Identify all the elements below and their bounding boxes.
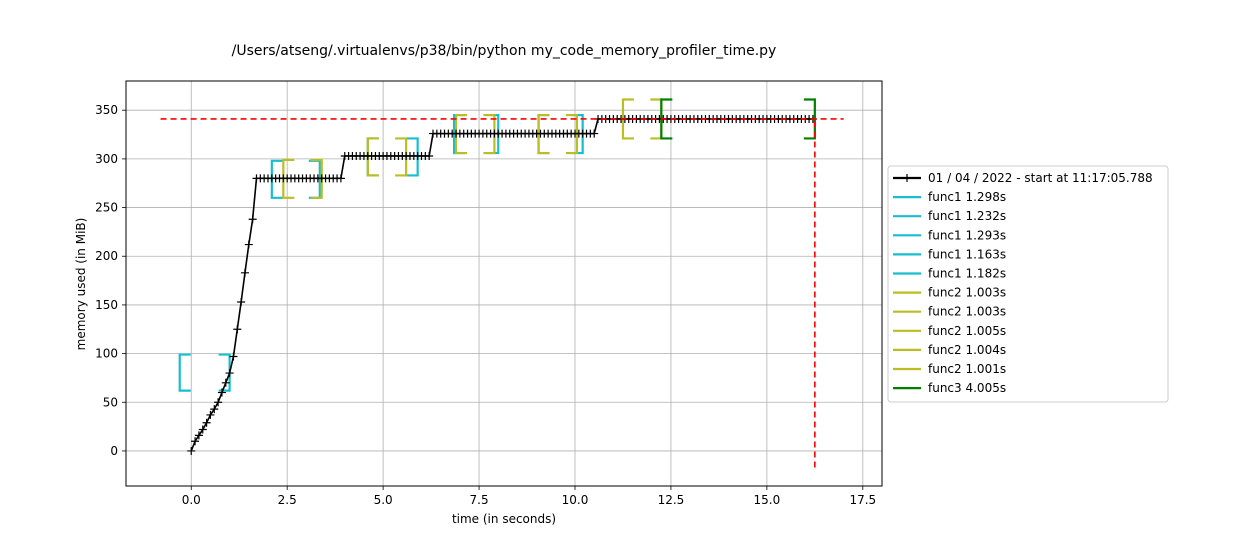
grid-lines <box>126 81 882 486</box>
axis-ticks: 0.0 2.5 5.0 7.5 10.0 12.5 15.0 17.5 0 50 100 150 200… <box>95 103 876 507</box>
y-tick-label: 300 <box>95 152 118 166</box>
y-axis-label: memory used (in MiB) <box>74 218 88 351</box>
x-tick-label: 10.0 <box>562 493 589 507</box>
memory-data-point <box>590 129 599 138</box>
memory-data-point <box>336 174 345 183</box>
memory-data-point <box>425 151 434 160</box>
y-tick-label: 200 <box>95 249 118 263</box>
memory-data-point <box>221 378 230 387</box>
x-tick-label: 5.0 <box>374 493 393 507</box>
y-tick-label: 0 <box>110 444 118 458</box>
legend-label: func1 1.298s <box>928 190 1006 204</box>
y-tick-label: 250 <box>95 201 118 215</box>
memory-data-point <box>191 437 200 446</box>
chart-title: /Users/atseng/.virtualenvs/p38/bin/pytho… <box>232 43 777 59</box>
memory-data-point <box>244 240 253 249</box>
memory-data-point <box>233 325 242 334</box>
x-tick-label: 12.5 <box>658 493 685 507</box>
memory-data-point <box>237 297 246 306</box>
legend-label: func1 1.293s <box>928 228 1006 242</box>
legend-label: func2 1.003s <box>928 286 1006 300</box>
x-tick-label: 15.0 <box>754 493 781 507</box>
memory-data-point <box>240 268 249 277</box>
y-tick-label: 100 <box>95 347 118 361</box>
legend-label: func2 1.003s <box>928 305 1006 319</box>
memory-data-point <box>225 369 234 378</box>
memory-data-point <box>206 410 215 419</box>
x-axis-label: time (in seconds) <box>452 512 556 526</box>
memory-data-point <box>194 431 203 440</box>
legend-label: func2 1.004s <box>928 343 1006 357</box>
legend-label: func2 1.001s <box>928 362 1006 376</box>
x-tick-label: 0.0 <box>182 493 201 507</box>
y-tick-label: 350 <box>95 103 118 117</box>
x-tick-label: 17.5 <box>849 493 876 507</box>
plot-area-frame <box>125 80 883 487</box>
memory-data-point <box>229 352 238 361</box>
legend: 01 / 04 / 2022 - start at 11:17:05.788 fu… <box>887 165 1169 403</box>
y-tick-label: 150 <box>95 298 118 312</box>
memory-data-point <box>202 418 211 427</box>
x-tick-label: 7.5 <box>470 493 489 507</box>
legend-label: func3 4.005s <box>928 381 1006 395</box>
plot-data <box>160 98 844 468</box>
legend-marker <box>903 174 911 182</box>
memory-data-point <box>187 446 196 455</box>
y-tick-label: 50 <box>103 395 118 409</box>
memory-data-point <box>198 425 207 434</box>
legend-label: func2 1.005s <box>928 324 1006 338</box>
legend-label: func1 1.232s <box>928 209 1006 223</box>
memory-data-point <box>214 398 223 407</box>
legend-label: func1 1.182s <box>928 267 1006 281</box>
memory-data-point <box>217 388 226 397</box>
x-tick-label: 2.5 <box>278 493 297 507</box>
memory-data-point <box>248 215 257 224</box>
legend-box <box>887 165 1169 403</box>
legend-label: func1 1.163s <box>928 247 1006 261</box>
legend-label: 01 / 04 / 2022 - start at 11:17:05.788 <box>928 171 1153 185</box>
memory-data-point <box>210 405 219 414</box>
